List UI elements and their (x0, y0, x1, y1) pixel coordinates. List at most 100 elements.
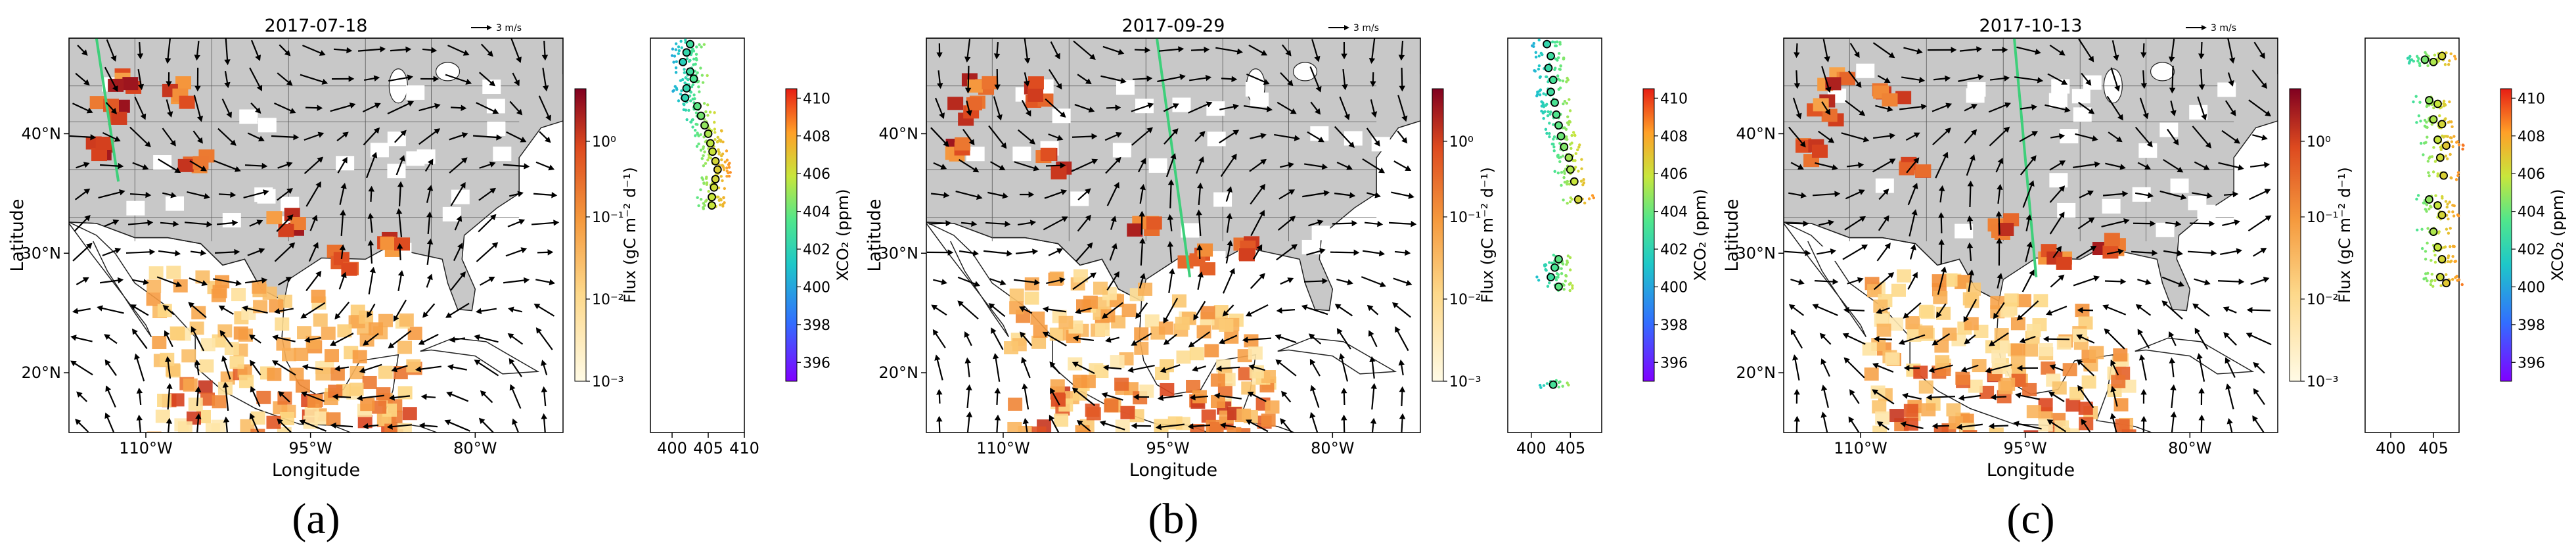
flux-cell (350, 365, 365, 379)
xco2-mean-point (689, 74, 698, 83)
flux-cell (275, 317, 290, 331)
xco2-mean-point (2429, 115, 2438, 124)
wind-arrow-head (70, 360, 77, 367)
wind-arrow (1821, 66, 1830, 92)
wind-arrow-head (200, 249, 207, 256)
flux-cell (1895, 91, 1912, 105)
xco2-sounding (704, 140, 708, 143)
xco2-sounding (2427, 103, 2431, 107)
xco2-sounding (2422, 201, 2426, 205)
flux-cell (199, 359, 214, 373)
flux-cell (1083, 295, 1098, 309)
xco2-sounding (1548, 131, 1551, 135)
wind-arrow-head (1985, 367, 1991, 373)
wind-arrow-head (2049, 364, 2056, 371)
wind-arrow (1310, 413, 1319, 432)
wind-arrow-head (2223, 306, 2230, 312)
wind-arrow-head (206, 221, 213, 227)
xco2-mean-point (1554, 121, 1563, 130)
xco2-sounding (2461, 147, 2464, 151)
xco2-sounding (2444, 135, 2448, 138)
wind-arrow (300, 420, 327, 432)
wind-arrow-head (1820, 411, 1827, 418)
xco2-sounding (1564, 274, 1568, 278)
flux-cell (337, 324, 352, 338)
wind-arrow-head (1197, 271, 1204, 278)
wind-arrow-head (1260, 158, 1267, 165)
wind-arrow (388, 330, 412, 348)
xco2-sounding (719, 175, 723, 178)
xco2-x-tick-label: 410 (729, 439, 759, 457)
wind-arrow-head (1395, 326, 1401, 333)
wind-arrow-head (2253, 388, 2259, 395)
xco2-sounding (1544, 128, 1548, 131)
wind-arrow (967, 65, 970, 93)
xco2-sounding (2429, 258, 2433, 262)
flux-colorbar-tick-label: 10⁻² (2307, 292, 2338, 308)
wind-arrow-head (104, 334, 110, 340)
wind-arrow-head (1213, 392, 1221, 399)
no-data-cell (387, 164, 406, 179)
wind-arrow-head (82, 277, 89, 283)
xco2-sounding (1548, 261, 1551, 264)
wind-arrow-head (256, 84, 263, 91)
wind-arrow-head (1889, 133, 1896, 139)
xco2-sounding (2419, 120, 2422, 123)
xco2-x-tick-label: 400 (657, 439, 687, 457)
no-data-cell (2188, 195, 2207, 210)
xco2-sounding (1580, 158, 1583, 161)
wind-arrow-head (1883, 215, 1889, 222)
x-tick-label: 80°W (1311, 439, 1354, 457)
wind-arrow-head (2081, 419, 2087, 425)
xco2-mean-point (2425, 96, 2433, 105)
wind-arrow-head (1087, 242, 1093, 249)
wind-arrow-head (1054, 53, 1060, 60)
wind-arrow-head (1848, 416, 1855, 423)
xco2-sounding (1538, 383, 1542, 387)
wind-arrow (1043, 331, 1067, 347)
flux-cell (1093, 281, 1108, 295)
wind-arrow (2171, 65, 2174, 93)
wind-arrow-head (1803, 220, 1809, 227)
flux-cell (1968, 379, 1983, 393)
wind-arrow-head (1800, 192, 1807, 198)
xco2-sounding (1537, 38, 1541, 42)
wind-arrow-head (487, 50, 493, 57)
no-data-cell (1856, 63, 1875, 78)
flux-cell (397, 340, 413, 354)
wind-arrow-head (465, 78, 472, 85)
xco2-sounding (700, 156, 704, 160)
wind-reference-key: 3 m/s (1328, 23, 1379, 34)
wind-arrow-head (1115, 156, 1121, 164)
panel-caption: (a) (292, 495, 340, 543)
flux-cell (321, 326, 336, 340)
xco2-sounding (2449, 245, 2452, 248)
wind-arrow-head (164, 58, 171, 64)
wind-arrow-head (1147, 103, 1154, 109)
wind-arrow-head (426, 185, 434, 191)
wind-arrow-head (1887, 272, 1895, 279)
flux-cell (1031, 426, 1047, 432)
wind-arrow (1899, 105, 1926, 110)
flux-cell (2104, 233, 2120, 246)
xco2-sounding (1554, 278, 1558, 282)
wind-arrow-head (1322, 277, 1328, 285)
wind-arrow (273, 360, 296, 376)
flux-cell (2052, 381, 2067, 395)
wind-arrow-head (1042, 306, 1049, 313)
wind-arrow-head (523, 277, 530, 284)
xco2-sounding (1561, 385, 1564, 388)
xco2-sounding (725, 158, 729, 162)
wind-arrow-head (1205, 74, 1212, 82)
wind-arrow-head (195, 413, 202, 419)
flux-colorbar-tick-label: 10⁻³ (1449, 374, 1481, 390)
wind-arrow-head (1932, 339, 1939, 346)
wind-arrow-head (112, 85, 118, 92)
wind-arrow-head (1102, 312, 1108, 319)
flux-cell (2010, 343, 2025, 357)
wind-arrow-head (2144, 164, 2151, 170)
wind-arrow-head (1824, 108, 1831, 116)
wind-arrow-head (170, 192, 177, 198)
wind-arrow-head (1021, 356, 1027, 363)
wind-arrow-head (340, 209, 346, 216)
